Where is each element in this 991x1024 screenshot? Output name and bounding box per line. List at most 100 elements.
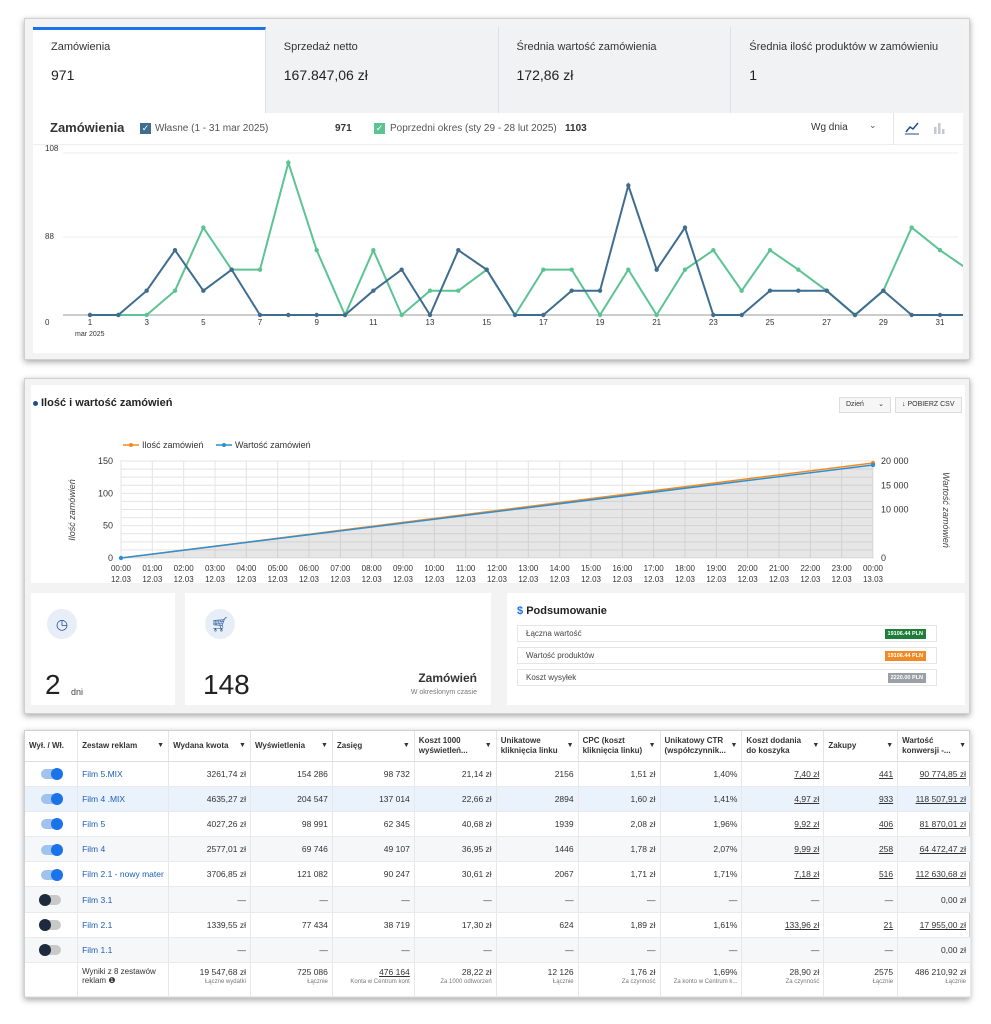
status-toggle[interactable]	[41, 793, 64, 806]
orders-count-sub: W określonym czasie	[410, 689, 477, 696]
prev-period-total: 1103	[565, 123, 587, 134]
status-toggle[interactable]	[39, 919, 62, 932]
bar-chart-icon[interactable]	[932, 121, 946, 135]
period-select[interactable]: Dzień ⌄	[839, 397, 891, 413]
prev-period-checkbox[interactable]: ✓	[374, 123, 385, 134]
table-row[interactable]: Film 3.1 — — — — — — — — — 0,00 zł	[25, 886, 971, 913]
sort-arrow-icon[interactable]: ▼	[566, 742, 574, 749]
column-header-label: Zestaw reklam	[82, 740, 138, 750]
column-header[interactable]: Koszt 1000 wyświetleń... ▼	[414, 731, 497, 762]
column-header[interactable]: Unikatowe kliknięcia linku ▼	[496, 731, 579, 762]
cell-value: 2577,01 zł	[206, 844, 246, 855]
kpi-title: Zamówienia	[51, 41, 111, 53]
totals-sub: Łącznie	[552, 979, 574, 985]
cell-value: 0,00 zł	[940, 944, 966, 955]
x-tick-date: 12.03	[205, 575, 226, 583]
sort-arrow-icon[interactable]: ▼	[886, 742, 894, 749]
column-header[interactable]: Koszt dodania do koszyka ▼	[741, 731, 825, 762]
sort-arrow-icon[interactable]: ▼	[402, 742, 410, 749]
summary-label: Koszt wysyłek	[526, 673, 577, 682]
cell-value: —	[237, 944, 246, 955]
ad-set-name-link[interactable]: Film 2.1 - nowy mater	[77, 861, 170, 888]
table-row[interactable]: Film 5.MIX 3261,74 zł 154 286 98 732 21,14 z…	[25, 761, 971, 787]
kpi-tab-avg-order-value[interactable]: Średnia wartość zamówienia 172,86 zł	[498, 27, 732, 113]
column-header-label: CPC (koszt kliknięcia linku)	[582, 735, 643, 755]
sort-arrow-icon[interactable]: ▼	[320, 742, 328, 749]
legend-value-label: Wartość zamówień	[235, 440, 311, 450]
ad-set-name-link[interactable]: Film 4	[77, 836, 170, 863]
own-period-checkbox[interactable]: ✓	[140, 123, 151, 134]
column-header[interactable]: Unikatowy CTR (współczynnik... ▼	[660, 731, 743, 762]
table-cell: —	[332, 886, 415, 913]
sort-arrow-icon[interactable]: ▼	[812, 742, 820, 749]
ad-set-name-link[interactable]: Film 5.MIX	[77, 761, 170, 787]
granularity-select[interactable]: Wg dnia	[811, 122, 848, 133]
sort-arrow-icon[interactable]: ▼	[730, 742, 738, 749]
column-header[interactable]: Zasięg ▼	[332, 731, 415, 762]
ad-set-name-link[interactable]: Film 3.1	[77, 886, 170, 913]
table-cell: 258	[823, 836, 899, 863]
sort-arrow-icon[interactable]: ▼	[157, 742, 165, 749]
prev-period-label: Poprzedni okres (sty 29 - 28 lut 2025)	[390, 123, 557, 134]
x-tick-label: 12:00	[487, 564, 508, 573]
summary-title-text: Podsumowanie	[526, 605, 607, 617]
totals-sub: Za czynność	[621, 979, 656, 985]
ad-set-name-link[interactable]: Film 2.1	[77, 912, 170, 938]
kpi-tab-orders[interactable]: Zamówienia 971	[33, 27, 266, 113]
cell-value: 0,00 zł	[940, 894, 966, 905]
chevron-down-icon[interactable]: ⌄	[869, 120, 877, 130]
status-toggle[interactable]	[41, 843, 64, 856]
value-series-line	[120, 464, 874, 559]
table-cell: —	[496, 886, 579, 913]
sort-arrow-icon[interactable]: ▼	[648, 742, 656, 749]
table-row[interactable]: Film 2.1 1339,55 zł 77 434 38 719 17,30 zł 62…	[25, 912, 971, 938]
cell-value: —	[884, 944, 894, 955]
summary-badge: 19106.44 PLN	[884, 651, 926, 661]
status-toggle[interactable]	[39, 893, 62, 906]
column-header[interactable]: Wył. / Wł.	[25, 731, 79, 762]
column-header[interactable]: Wyświetlenia ▼	[250, 731, 333, 762]
table-row[interactable]: Film 5 4027,26 zł 98 991 62 345 40,68 zł 1939…	[25, 811, 971, 838]
cell-value: 2,07%	[713, 844, 738, 855]
line-chart-icon[interactable]	[904, 121, 920, 135]
kpi-tab-net-sales[interactable]: Sprzedaż netto 167.847,06 zł	[265, 27, 499, 113]
status-toggle[interactable]	[41, 818, 64, 831]
prev-series-line-point	[541, 267, 546, 272]
sort-arrow-icon[interactable]: ▼	[959, 742, 966, 749]
table-cell: 1,96%	[660, 811, 743, 838]
own-series-line	[90, 181, 963, 318]
cell-value: 121 082	[297, 869, 328, 880]
x-tick-label: 09:00	[393, 564, 414, 573]
column-header[interactable]: Wydana kwota ▼	[168, 731, 251, 762]
ad-set-name-link[interactable]: Film 1.1	[77, 937, 170, 964]
ad-set-name-link[interactable]: Film 5	[77, 811, 170, 838]
ad-set-name-link[interactable]: Film 4 .MIX	[77, 786, 170, 812]
summary-row-total: Łączna wartość 19106.44 PLN	[517, 625, 937, 642]
own-series-line-point	[796, 288, 801, 293]
sort-arrow-icon[interactable]: ▼	[239, 742, 246, 749]
column-header[interactable]: Zakupy ▼	[823, 731, 899, 762]
download-csv-button[interactable]: ↓ POBIERZ CSV	[895, 397, 962, 413]
table-cell: 9,99 zł	[741, 836, 825, 863]
table-cell: 2,08 zł	[578, 811, 661, 838]
days-unit: dni	[71, 687, 84, 697]
table-row[interactable]: Film 1.1 — — — — — — — — — 0,00 zł	[25, 937, 971, 964]
kpi-tab-avg-products[interactable]: Średnia ilość produktów w zamówieniu 1	[731, 27, 963, 113]
cell-value: 17,30 zł	[461, 919, 492, 930]
prev-series-line-point	[626, 267, 631, 272]
column-header[interactable]: CPC (koszt kliknięcia linku) ▼	[578, 731, 661, 762]
table-row[interactable]: Film 2.1 - nowy mater 3706,85 zł 121 082 90…	[25, 861, 971, 888]
info-icon[interactable]: ❶	[106, 976, 116, 985]
column-header[interactable]: Zestaw reklam ▼	[77, 731, 170, 762]
table-row[interactable]: Film 4 .MIX 4635,27 zł 204 547 137 014 22,66…	[25, 786, 971, 812]
days-value: 2	[45, 669, 61, 700]
status-toggle[interactable]	[41, 868, 64, 881]
status-toggle[interactable]	[39, 944, 62, 957]
column-header[interactable]: Wartość konwersji -... ▼	[897, 731, 971, 762]
cell-value: 9,99 zł	[794, 844, 820, 855]
status-toggle[interactable]	[41, 767, 64, 780]
table-row[interactable]: Film 4 2577,01 zł 69 746 49 107 36,95 zł 1446…	[25, 836, 971, 863]
series-point	[118, 555, 124, 561]
sort-arrow-icon[interactable]: ▼	[484, 742, 492, 749]
y-left-axis-label: Ilość zamówień	[67, 479, 77, 541]
